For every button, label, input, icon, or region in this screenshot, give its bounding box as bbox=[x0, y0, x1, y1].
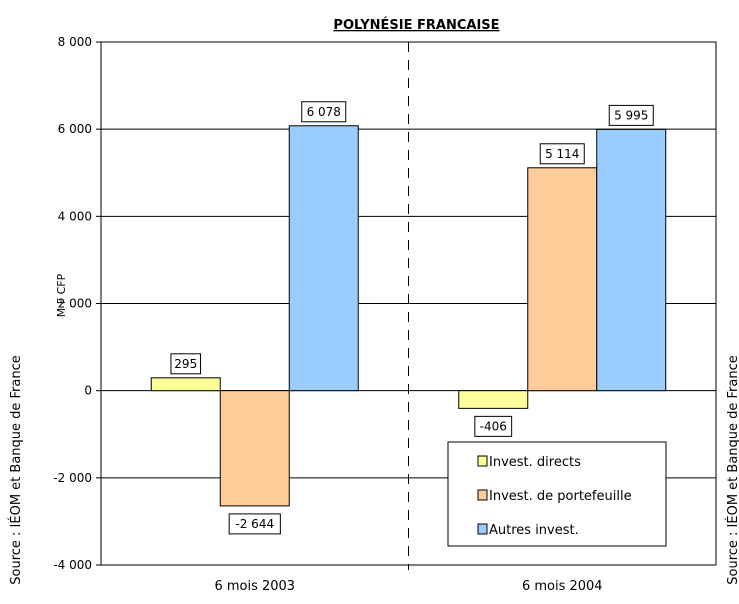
data-label-text: 295 bbox=[174, 357, 197, 371]
bar-invest-directs-2 bbox=[458, 390, 529, 409]
data-labels: 295 -2 644 6 078 -406 5 114 5 995 bbox=[170, 101, 654, 535]
data-label: 295 bbox=[170, 353, 202, 375]
y-tick-label: 0 bbox=[84, 384, 92, 398]
bar-autres-invest--1 bbox=[288, 125, 359, 392]
legend-swatch bbox=[477, 523, 488, 535]
legend-swatch bbox=[477, 455, 488, 467]
bar-invest-de-portefeuille-2 bbox=[527, 167, 598, 392]
legend: Invest. directs Invest. de portefeuille Au… bbox=[447, 441, 667, 547]
y-tick-label: 2 000 bbox=[58, 297, 92, 311]
y-axis-label: M F CFP bbox=[55, 273, 68, 317]
bar-invest-directs-1 bbox=[150, 377, 221, 392]
data-label-box bbox=[228, 513, 281, 535]
legend-swatch bbox=[477, 489, 488, 501]
bar-autres-invest--2 bbox=[596, 128, 667, 392]
x-category-label: 6 mois 2003 bbox=[214, 579, 295, 594]
y-tick-label: -4 000 bbox=[53, 558, 92, 572]
data-label: -406 bbox=[474, 415, 513, 437]
y-tick-label: -2 000 bbox=[53, 471, 92, 485]
data-label: 5 114 bbox=[539, 143, 585, 165]
bars bbox=[150, 125, 667, 507]
data-label-box bbox=[474, 415, 513, 437]
data-label-text: -2 644 bbox=[235, 517, 274, 531]
data-label: 5 995 bbox=[608, 104, 654, 126]
y-axis-ticks: -4 000 -2 000 0 2 000 4 000 6 000 8 000 bbox=[53, 35, 101, 572]
x-axis-categories: 6 mois 2003 6 mois 2004 bbox=[214, 579, 602, 594]
data-label-box bbox=[170, 353, 202, 375]
y-tick-label: 4 000 bbox=[58, 209, 92, 223]
data-label-box bbox=[301, 101, 347, 123]
data-label-box bbox=[608, 104, 654, 126]
data-label: 6 078 bbox=[301, 101, 347, 123]
data-label-text: 6 078 bbox=[307, 105, 341, 119]
y-tick-label: 8 000 bbox=[58, 35, 92, 49]
data-label-text: 5 995 bbox=[614, 108, 648, 122]
legend-label: Autres invest. bbox=[489, 523, 579, 538]
data-label-box bbox=[539, 143, 585, 165]
source-note-left: Source : IÉOM et Banque de France bbox=[8, 355, 24, 585]
data-label-text: -406 bbox=[480, 419, 507, 433]
chart-title: POLYNÉSIE FRANCAISE bbox=[333, 17, 499, 33]
source-note-right: Source : IÉOM et Banque de France bbox=[725, 355, 739, 585]
data-label-text: 5 114 bbox=[545, 147, 579, 161]
data-label: -2 644 bbox=[228, 513, 281, 535]
legend-label: Invest. de portefeuille bbox=[489, 489, 632, 504]
x-category-label: 6 mois 2004 bbox=[522, 579, 603, 594]
legend-label: Invest. directs bbox=[489, 455, 581, 470]
bar-invest-de-portefeuille-1 bbox=[219, 390, 290, 507]
y-tick-label: 6 000 bbox=[58, 122, 92, 136]
